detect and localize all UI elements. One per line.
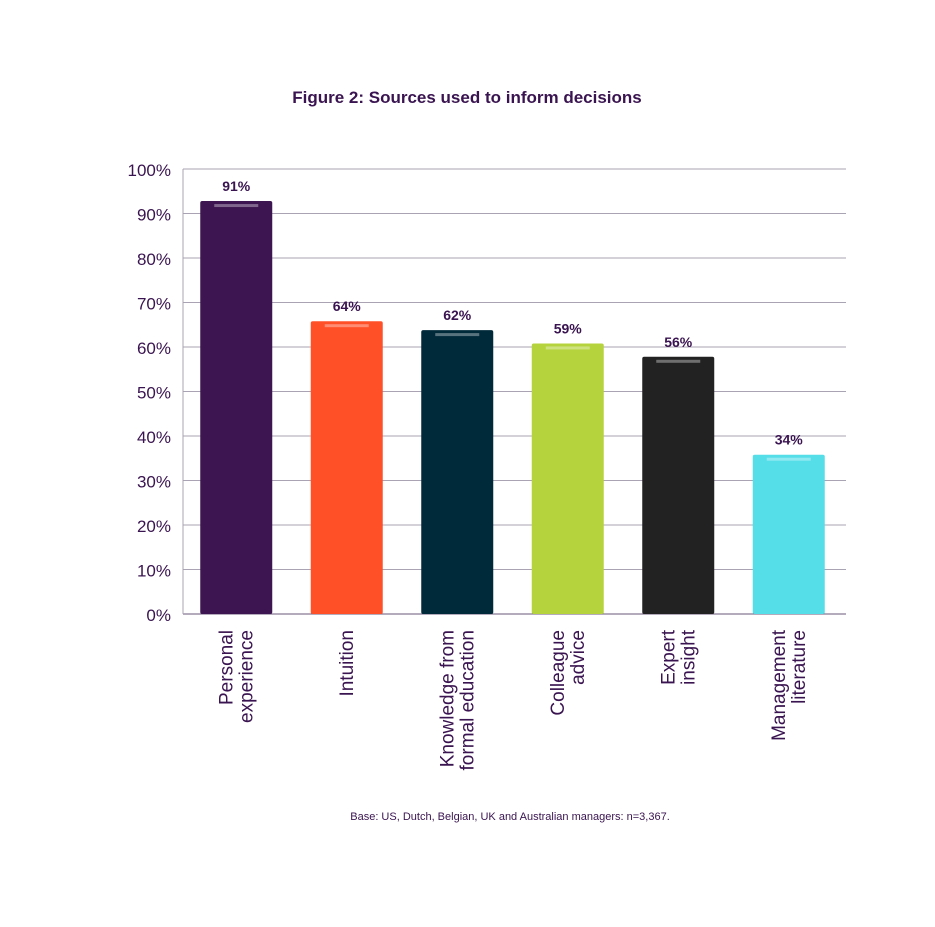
category-label: Knowledge fromformal education xyxy=(437,630,478,770)
bar-brush-texture xyxy=(324,324,369,328)
y-tick-label: 100% xyxy=(128,161,171,180)
bar xyxy=(642,356,715,614)
category-label: Expertinsight xyxy=(658,629,699,685)
y-tick-label: 80% xyxy=(137,250,171,269)
data-label: 56% xyxy=(664,334,693,350)
category-label-line: Expert xyxy=(658,629,679,685)
category-label-line: Colleague xyxy=(548,630,569,716)
y-tick-label: 70% xyxy=(137,295,171,314)
category-label-line: experience xyxy=(236,630,257,723)
y-tick-label: 90% xyxy=(137,206,171,225)
bar xyxy=(531,343,604,614)
category-label-line: insight xyxy=(678,629,699,685)
footnote: Base: US, Dutch, Belgian, UK and Austral… xyxy=(350,811,670,823)
data-label: 91% xyxy=(222,178,251,194)
category-label: Intuition xyxy=(337,630,358,697)
bar-brush-texture xyxy=(656,359,701,363)
bar xyxy=(421,330,494,614)
category-label-line: Management xyxy=(769,629,790,741)
y-tick-label: 0% xyxy=(146,606,171,625)
data-label: 59% xyxy=(554,320,583,336)
y-tick-label: 30% xyxy=(137,473,171,492)
bar-brush-texture xyxy=(766,457,811,461)
category-label-line: formal education xyxy=(457,630,478,770)
category-label: Personalexperience xyxy=(216,630,257,723)
category-label-line: literature xyxy=(789,630,810,704)
category-label-line: advice xyxy=(568,630,589,685)
data-label: 62% xyxy=(443,307,472,323)
y-tick-label: 10% xyxy=(137,562,171,581)
bar xyxy=(752,454,825,614)
bar xyxy=(200,201,273,615)
category-label: Colleagueadvice xyxy=(548,630,589,716)
category-label-line: Knowledge from xyxy=(437,630,458,767)
y-tick-label: 50% xyxy=(137,384,171,403)
data-label: 64% xyxy=(333,298,362,314)
bar xyxy=(310,321,383,614)
bar-brush-texture xyxy=(214,204,259,208)
bar-brush-texture xyxy=(435,333,480,337)
chart-title: Figure 2: Sources used to inform decisio… xyxy=(292,88,642,107)
category-label: Managementliterature xyxy=(769,629,810,741)
category-label-line: Intuition xyxy=(337,630,358,697)
y-tick-label: 20% xyxy=(137,517,171,536)
data-label: 34% xyxy=(775,432,804,448)
y-tick-label: 60% xyxy=(137,339,171,358)
bar-brush-texture xyxy=(545,346,590,350)
y-tick-label: 40% xyxy=(137,428,171,447)
category-label-line: Personal xyxy=(216,630,237,705)
